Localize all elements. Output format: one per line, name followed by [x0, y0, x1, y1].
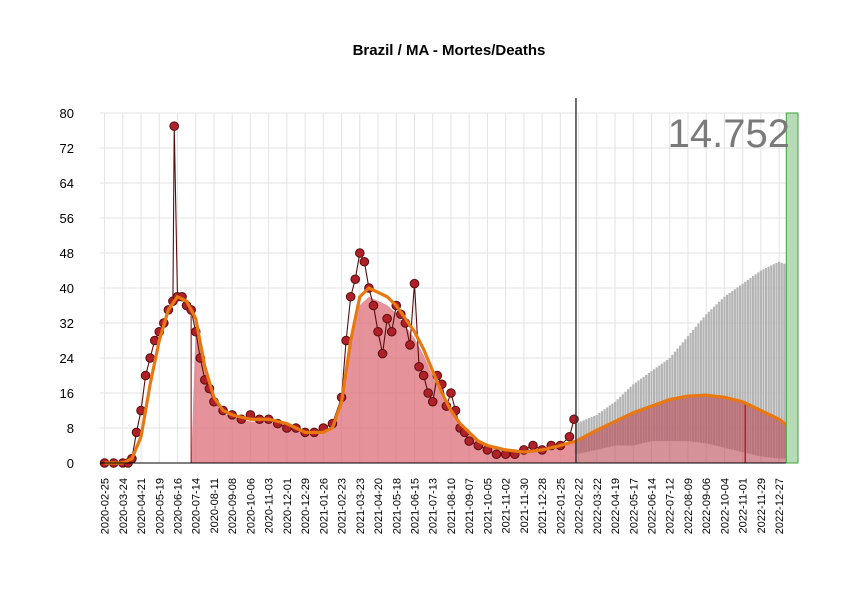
- trend-line: [104, 286, 577, 465]
- data-point: [373, 326, 383, 337]
- x-axis-ticks: 2020-02-25 2020-03-24 2020-04-21 2020-05-19…: [100, 478, 787, 534]
- x-tick-label: 2020-06-16: [172, 478, 184, 534]
- x-tick-label: 2021-04-20: [373, 478, 385, 534]
- data-point: [350, 274, 361, 285]
- x-tick-label: 2022-08-09: [683, 478, 695, 534]
- data-point: [140, 370, 151, 381]
- x-tick-label: 2021-03-23: [355, 478, 367, 534]
- y-tick-label: 0: [67, 456, 74, 471]
- y-tick-label: 8: [67, 421, 74, 436]
- axes: [100, 98, 799, 464]
- y-axis-ticks: 0 8 16 24 32 40 48 56 64 72 80: [60, 106, 74, 471]
- x-tick-label: 2022-04-19: [610, 478, 622, 534]
- x-tick-label: 2021-11-02: [501, 478, 513, 533]
- projection-area: [575, 395, 791, 463]
- y-tick-label: 32: [60, 316, 74, 331]
- x-tick-label: 2021-05-18: [391, 478, 403, 534]
- data-point: [345, 291, 356, 302]
- y-tick-label: 64: [60, 176, 74, 191]
- x-tick-label: 2021-08-10: [446, 478, 458, 534]
- x-tick-label: 2021-07-13: [428, 478, 440, 534]
- x-tick-label: 2022-11-01: [738, 478, 750, 533]
- x-tick-label: 2020-12-01: [282, 478, 294, 534]
- projection-line: [575, 393, 792, 443]
- data-point: [354, 248, 365, 258]
- x-tick-label: 2022-06-14: [646, 478, 658, 534]
- x-tick-label: 2022-01-25: [555, 478, 567, 534]
- y-tick-label: 16: [60, 386, 74, 401]
- x-tick-label: 2022-11-29: [756, 478, 768, 533]
- data-point: [145, 353, 155, 363]
- x-tick-label: 2022-12-27: [774, 478, 786, 534]
- y-tick-label: 24: [60, 351, 74, 366]
- x-tick-label: 2020-04-21: [136, 478, 148, 534]
- x-tick-label: 2022-10-04: [719, 478, 731, 534]
- data-point: [405, 340, 415, 350]
- data-point: [386, 326, 397, 337]
- data-point: [491, 449, 502, 460]
- data-point: [418, 370, 429, 381]
- y-tick-label: 48: [60, 246, 74, 261]
- observed-area: [190, 296, 576, 463]
- x-tick-label: 2021-02-23: [337, 478, 349, 534]
- x-tick-label: 2020-05-19: [154, 478, 166, 534]
- data-point: [414, 361, 424, 372]
- data-point: [446, 388, 456, 398]
- x-tick-label: 2020-11-03: [264, 478, 276, 533]
- chart-title: Brazil / MA - Mortes/Deaths: [353, 42, 546, 59]
- x-tick-label: 2022-09-06: [701, 478, 713, 534]
- y-tick-label: 80: [60, 106, 74, 121]
- x-tick-label: 2021-06-15: [409, 478, 421, 534]
- x-tick-label: 2021-01-26: [318, 478, 330, 534]
- data-point: [382, 313, 392, 324]
- forecast-band: [574, 261, 791, 463]
- data-point: [427, 396, 438, 407]
- x-tick-label: 2020-07-14: [191, 478, 203, 534]
- x-tick-label: 2022-02-22: [574, 478, 586, 534]
- y-tick-label: 56: [60, 211, 74, 226]
- y-tick-label: 40: [60, 281, 74, 296]
- x-tick-label: 2020-12-29: [300, 478, 312, 534]
- x-tick-label: 2020-10-06: [245, 478, 257, 534]
- data-point: [569, 414, 579, 425]
- data-point: [564, 431, 575, 442]
- x-tick-label: 2022-03-22: [592, 478, 604, 534]
- y-tick-label: 72: [60, 141, 74, 156]
- x-tick-label: 2020-02-25: [100, 478, 112, 534]
- observed-area-fill: [191, 296, 576, 463]
- x-tick-label: 2021-12-28: [537, 478, 549, 534]
- x-tick-label: 2021-11-30: [519, 478, 531, 533]
- data-point: [169, 121, 180, 131]
- data-point: [377, 348, 388, 359]
- x-tick-label: 2021-10-05: [482, 478, 494, 534]
- data-point: [423, 388, 433, 398]
- total-deaths-label: 14.752: [668, 112, 790, 156]
- x-tick-label: 2020-03-24: [118, 478, 130, 534]
- x-tick-label: 2022-05-17: [628, 478, 640, 534]
- total-bar: [785, 112, 799, 464]
- x-tick-label: 2022-07-12: [665, 478, 677, 534]
- data-point: [528, 440, 538, 451]
- trend-lines: [104, 286, 792, 465]
- data-point: [131, 427, 142, 438]
- data-point: [359, 256, 370, 267]
- x-tick-label: 2020-09-08: [227, 478, 239, 534]
- x-tick-label: 2021-09-07: [464, 478, 476, 534]
- data-point: [464, 436, 474, 446]
- x-tick-label: 2020-08-11: [209, 478, 221, 533]
- data-point: [368, 300, 379, 311]
- data-point: [409, 278, 420, 289]
